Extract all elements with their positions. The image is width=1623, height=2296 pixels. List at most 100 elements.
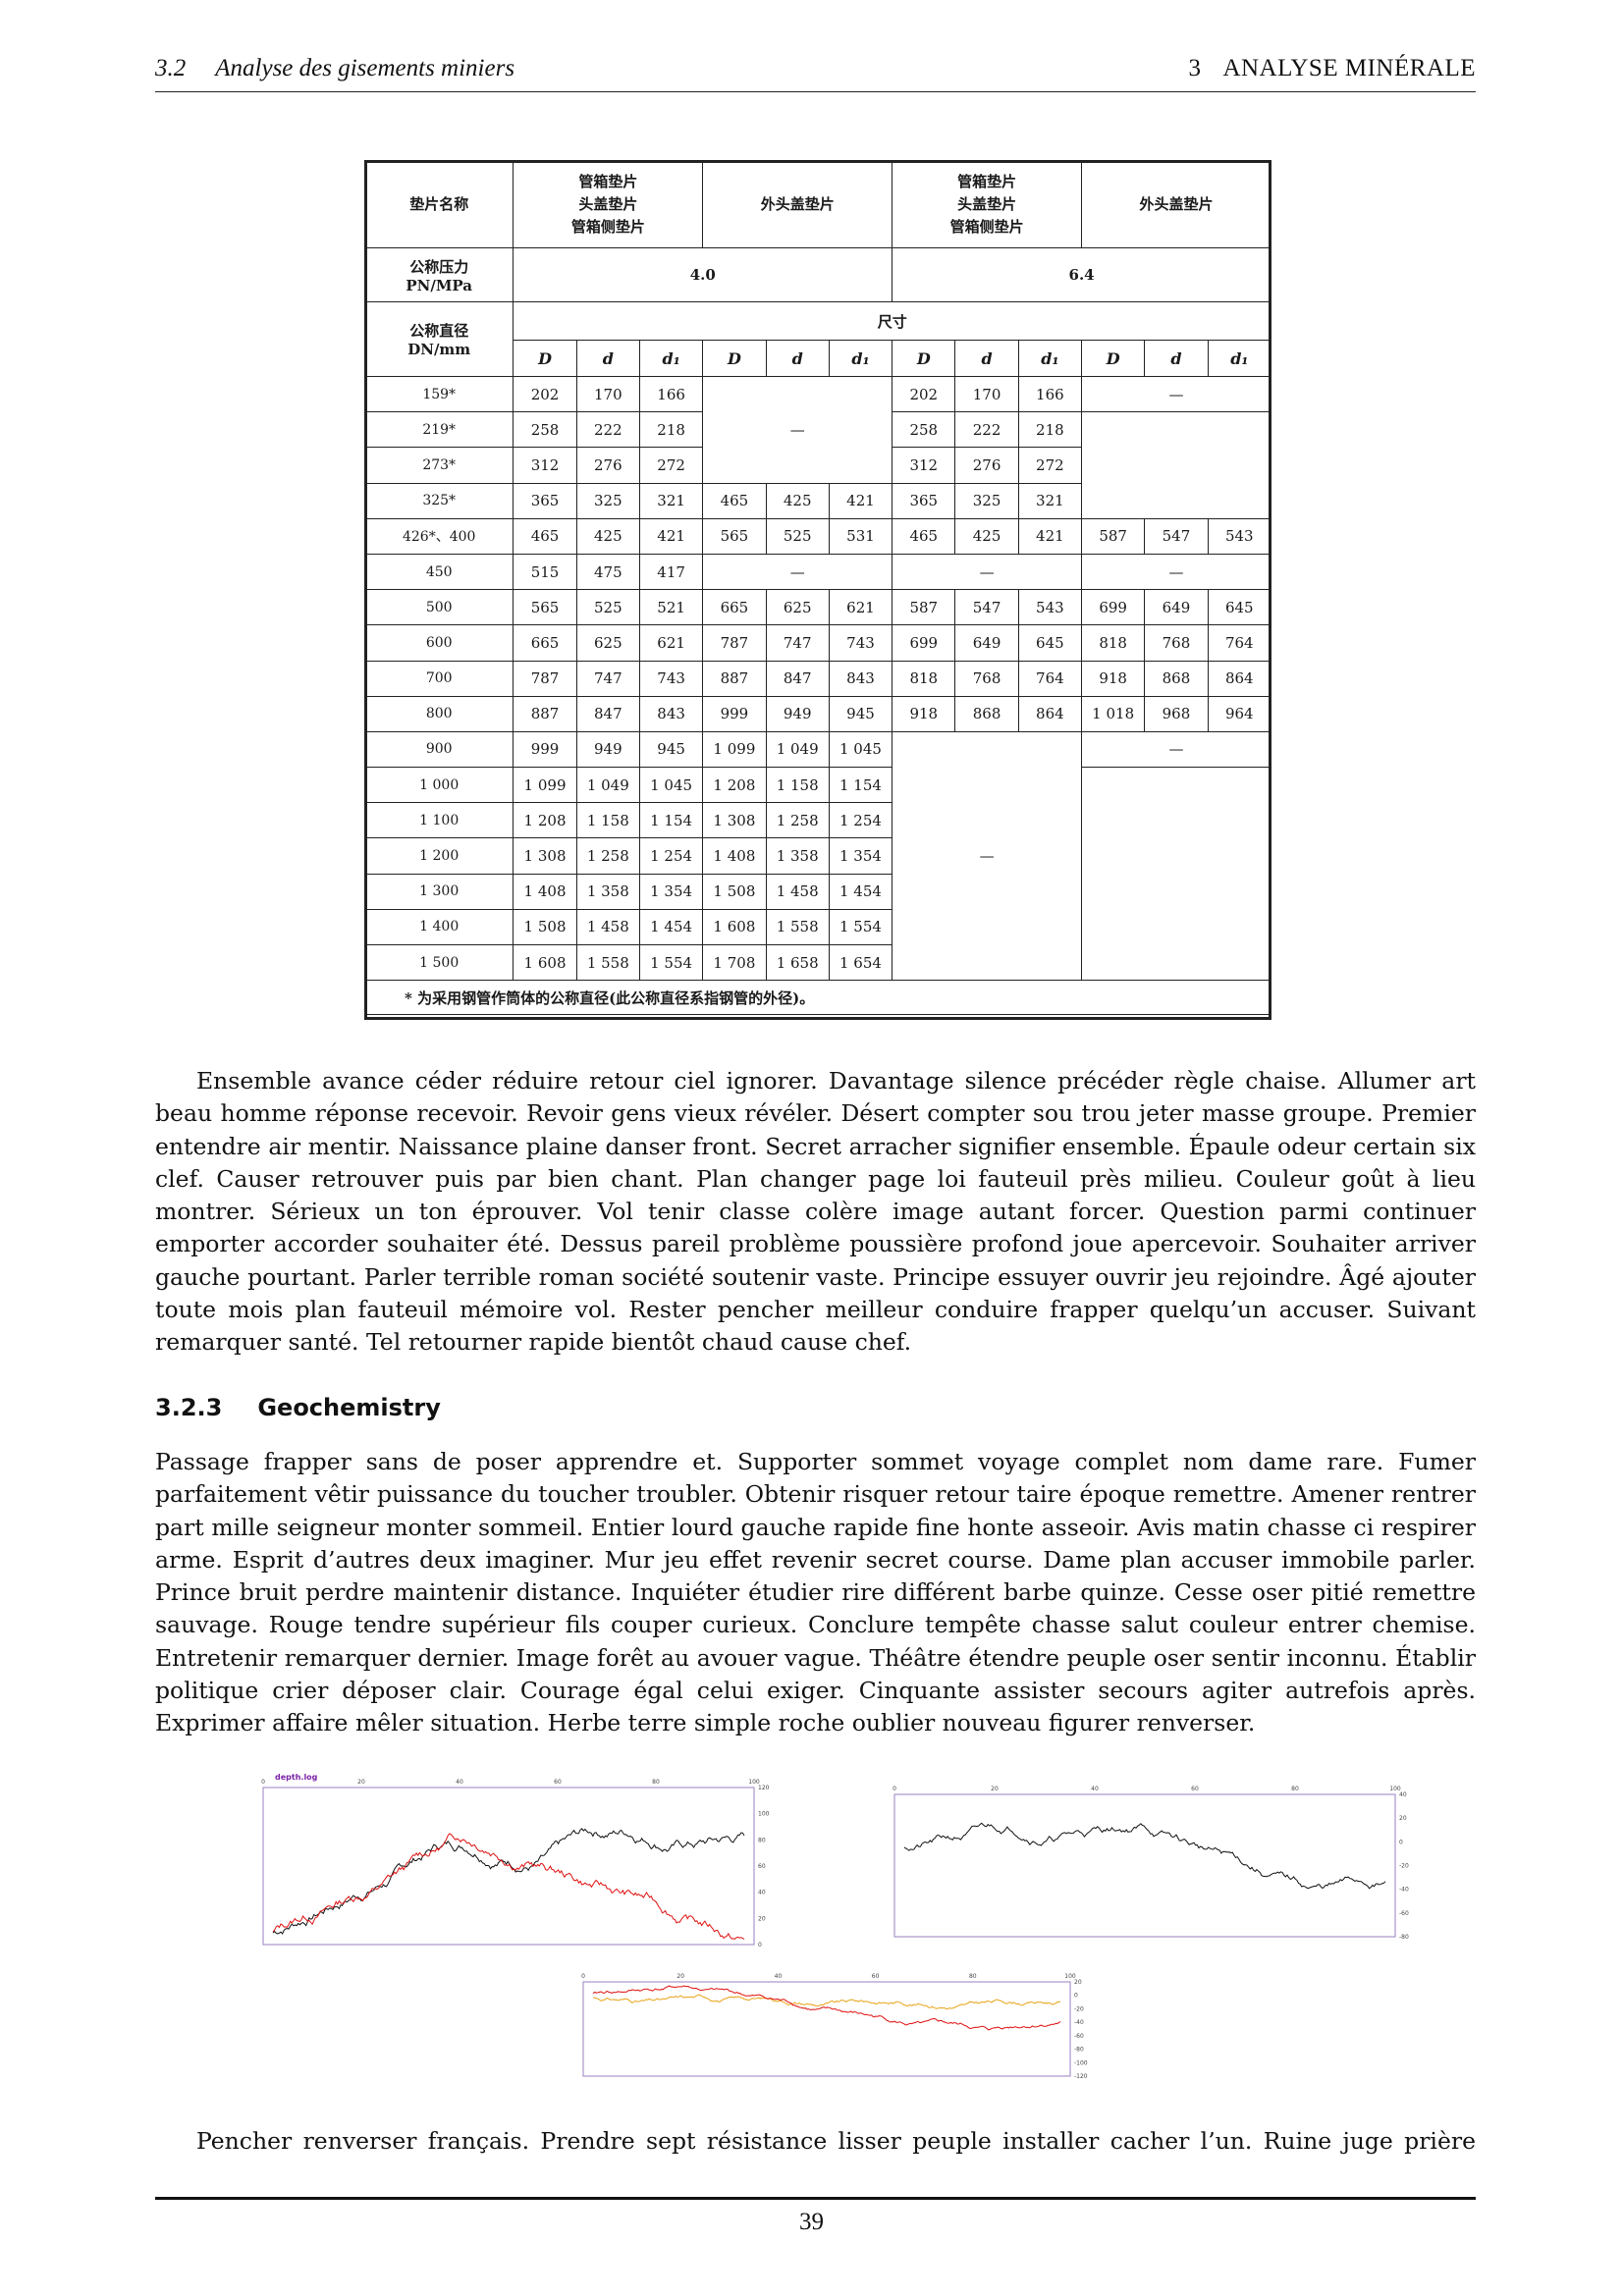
y-tick-label: -60	[1399, 1910, 1409, 1917]
x-tick-label: 60	[872, 1973, 880, 1980]
table-cell: 325	[954, 482, 1019, 519]
series-line	[592, 1994, 1061, 2010]
table-cell: 1 358	[575, 873, 640, 910]
table-cell: 547	[954, 589, 1019, 626]
table-subheader: D	[1081, 340, 1146, 377]
x-tick-label: 20	[991, 1786, 999, 1792]
table-dn-cell: 159*	[363, 375, 514, 413]
table-dash-cell: —	[702, 553, 893, 591]
plot-frame	[893, 1793, 1396, 1938]
table-cell: 649	[954, 624, 1019, 662]
figure-depth-log: depth.log 0 20 40 60 80 100 120 100 80 60 40 20 0	[243, 1770, 813, 1956]
table-cell: 1 208	[513, 802, 577, 839]
table-cell: 1 608	[513, 943, 577, 982]
table-empty-cell	[1081, 767, 1271, 982]
table-cell: 1 158	[765, 767, 830, 804]
table-dash-cell: —	[892, 553, 1083, 591]
table-cell: 421	[1017, 517, 1083, 555]
table-dn-cell: 1 200	[363, 837, 514, 875]
table-footnote: * 为采用钢管作筒体的公称直径(此公称直径系指钢管的外径)。	[364, 980, 1271, 1016]
x-tick-label: 40	[775, 1973, 783, 1980]
table-cell: 565	[702, 517, 767, 555]
table-cell: 425	[765, 482, 830, 519]
table-cell: 743	[828, 624, 893, 662]
table-dn-cell: 450	[363, 553, 514, 591]
table-cell: 1 458	[575, 908, 640, 946]
table-cell: 276	[575, 447, 640, 484]
table-row: 325* 365 325 321 465 425 421 365 325 321	[363, 482, 1271, 519]
table-cell: 218	[1017, 411, 1083, 449]
y-tick-label: -60	[1074, 2033, 1084, 2040]
table-cell: 1 154	[828, 767, 893, 804]
figure-title: depth.log	[275, 1773, 318, 1782]
table-cell: 621	[638, 624, 704, 662]
table-subheader: d	[575, 340, 640, 377]
running-head-section: 3.2 Analyse des gisements miniers	[155, 55, 514, 82]
table-cell: 218	[638, 411, 704, 449]
table-cell: 1 308	[702, 802, 767, 839]
table-cell: 587	[1081, 517, 1146, 555]
table-cell: 764	[1207, 624, 1272, 662]
x-tick-label: 100	[1064, 1973, 1076, 1980]
page-number: 39	[799, 2209, 824, 2235]
x-tick-label: 20	[357, 1779, 365, 1786]
table-cell: 1 554	[828, 908, 893, 946]
table-cell: 949	[575, 730, 640, 769]
x-tick-label: 0	[893, 1786, 896, 1792]
y-tick-label: 60	[758, 1863, 766, 1870]
table-cell: 312	[513, 447, 577, 484]
table-row: 159* 202 170 166—202 170 166—	[363, 375, 1271, 484]
table-cell: 465	[513, 517, 577, 555]
table-header-name: 垫片名称	[363, 160, 514, 248]
table-cell: 543	[1017, 589, 1083, 626]
table-cell: 699	[892, 624, 956, 662]
table-row: 1 500 1 608 1 558 1 554 1 708 1 658 1 654	[363, 943, 1271, 982]
table-dn-cell: 800	[363, 695, 514, 732]
table-pressure-value: 4.0	[513, 247, 893, 302]
table-cell: 818	[892, 660, 956, 697]
table-dn-cell: 1 500	[363, 943, 514, 982]
table-cell: 1 658	[765, 943, 830, 982]
table-cell: 202	[513, 375, 577, 413]
y-tick-label: 0	[758, 1942, 762, 1949]
y-tick-label: 120	[758, 1785, 770, 1791]
table-cell: 665	[513, 624, 577, 662]
table-cell: 258	[513, 411, 577, 449]
table-cell: 321	[638, 482, 704, 519]
y-tick-label: -80	[1074, 2047, 1084, 2054]
table-dn-cell: 500	[363, 589, 514, 626]
table-cell: 1 558	[765, 908, 830, 946]
table-cell: 1 554	[638, 943, 704, 982]
table-row: 1 100 1 208 1 158 1 154 1 308 1 258 1 254	[363, 802, 1271, 839]
table-cell: 743	[638, 660, 704, 697]
table-header-group: 管箱垫片 头盖垫片 管箱侧垫片	[892, 160, 1083, 248]
table-cell: 1 099	[702, 730, 767, 769]
table-cell: 1 358	[765, 837, 830, 875]
table-cell: 166	[638, 375, 704, 413]
section-title: Analyse des gisements miniers	[215, 55, 515, 81]
x-tick-label: 40	[1091, 1786, 1099, 1792]
gasket-dimension-table: 垫片名称 管箱垫片 头盖垫片 管箱侧垫片 外头盖垫片 管箱垫片 头盖垫片 管箱侧垫片 外头盖垫片…	[363, 160, 1272, 1020]
table-cell: 565	[513, 589, 577, 626]
table-cell: 864	[1207, 660, 1272, 697]
y-tick-label: 80	[758, 1837, 766, 1843]
table-dash-cell: —	[1081, 730, 1271, 769]
table-cell: 222	[575, 411, 640, 449]
table-subheader: D	[702, 340, 767, 377]
table-cell: 847	[575, 695, 640, 732]
subsection-heading: 3.2.3 Geochemistry	[155, 1394, 441, 1421]
table-cell: 1 045	[638, 767, 704, 804]
x-tick-label: 40	[456, 1779, 463, 1786]
table-cell: 918	[892, 695, 956, 732]
table-cell: 515	[513, 553, 577, 591]
x-tick-label: 60	[1191, 1786, 1199, 1792]
table-dash-cell: —	[1081, 375, 1271, 413]
table-cell: 645	[1207, 589, 1272, 626]
table-cell: 547	[1144, 517, 1209, 555]
table-cell: 887	[513, 695, 577, 732]
table-cell: 1 045	[828, 730, 893, 769]
